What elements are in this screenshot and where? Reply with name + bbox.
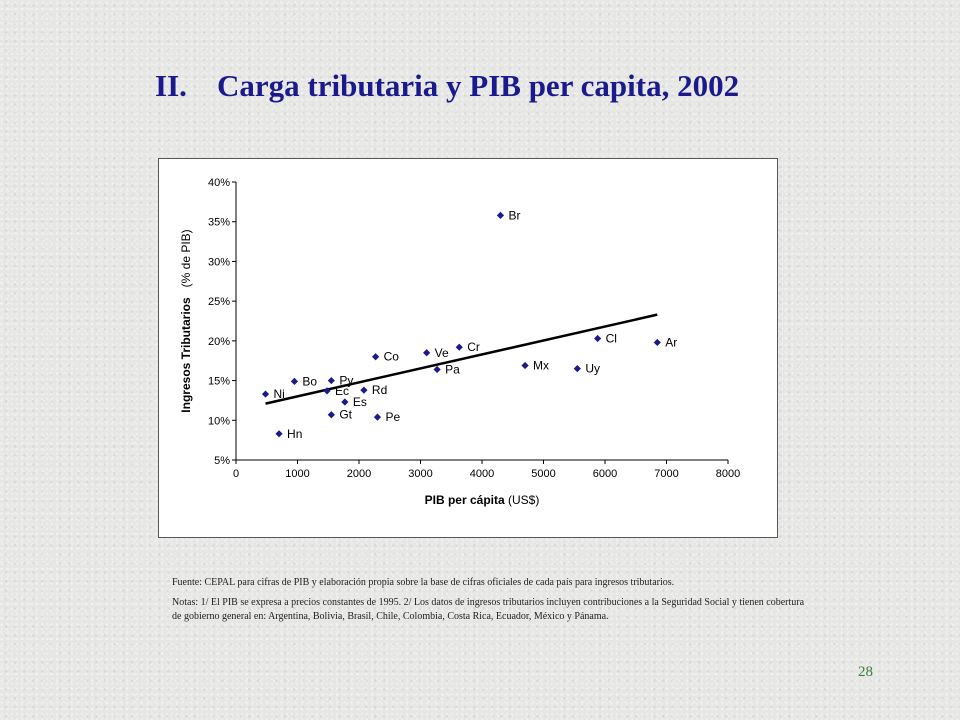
x-tick-label: 2000 xyxy=(347,468,371,480)
data-point xyxy=(433,365,441,374)
data-point xyxy=(372,353,380,361)
data-point-label: Ec xyxy=(335,384,349,398)
notes-block: Fuente: CEPAL para cifras de PIB y elabo… xyxy=(172,576,812,630)
data-point xyxy=(327,376,335,385)
y-tick-label: 5% xyxy=(214,455,230,467)
y-tick-label: 35% xyxy=(208,217,230,229)
data-point xyxy=(275,430,283,438)
data-point-label: Ar xyxy=(665,335,677,349)
data-point-label: Es xyxy=(353,395,367,409)
data-point-label: Br xyxy=(508,208,520,222)
data-point xyxy=(261,390,270,398)
y-tick-label: 25% xyxy=(208,296,230,308)
y-axis-title: Ingresos Tributarios(% de PIB) xyxy=(179,229,193,412)
data-point-label: Gt xyxy=(339,408,352,422)
slide-title-number: II. xyxy=(155,68,187,103)
slide-title: II. Carga tributaria y PIB per capita, 20… xyxy=(155,68,855,104)
data-point-label: Bo xyxy=(302,374,317,388)
x-tick-label: 0 xyxy=(233,468,239,480)
data-point xyxy=(653,338,661,347)
data-point-label: Py xyxy=(339,374,353,388)
x-tick-label: 7000 xyxy=(654,468,678,480)
scatter-chart: 5% 10% 15% 20% 25% 30% 35% 40% 0 1000 2000 3000 4000… xyxy=(158,158,778,538)
source-note: Fuente: CEPAL para cifras de PIB y elabo… xyxy=(172,577,675,588)
data-point-label: Mx xyxy=(533,358,549,372)
x-tick-label: 4000 xyxy=(470,468,494,480)
x-tick-label: 5000 xyxy=(531,468,555,480)
scatter-chart-canvas: 5% 10% 15% 20% 25% 30% 35% 40% 0 1000 2000 3000 4000… xyxy=(179,177,740,507)
x-tick-label: 8000 xyxy=(716,468,740,480)
x-tick-label: 6000 xyxy=(593,468,617,480)
data-point-label: Hn xyxy=(287,427,302,441)
data-point xyxy=(594,334,602,343)
data-point-label: Cl xyxy=(606,331,617,345)
y-tick-label: 40% xyxy=(208,177,230,189)
data-point xyxy=(455,343,463,351)
data-point xyxy=(573,365,581,373)
data-point xyxy=(373,413,382,421)
data-point-label: Co xyxy=(384,350,400,364)
data-point xyxy=(290,377,299,385)
x-tick-label: 3000 xyxy=(408,468,432,480)
data-point xyxy=(327,411,335,419)
data-point xyxy=(496,211,505,219)
data-point xyxy=(423,349,431,357)
data-point-label: Ni xyxy=(274,387,285,401)
data-point-label: Cr xyxy=(467,340,480,354)
y-tick-label: 20% xyxy=(208,336,230,348)
page-number: 28 xyxy=(858,664,873,680)
y-tick-label: 10% xyxy=(208,415,230,427)
data-point xyxy=(360,386,368,394)
slide-title-text: Carga tributaria y PIB per capita, 2002 xyxy=(217,68,740,103)
data-point-label: Ve xyxy=(435,346,449,360)
data-point-label: Uy xyxy=(585,362,600,376)
data-point xyxy=(521,361,529,370)
x-tick-label: 1000 xyxy=(285,468,309,480)
y-tick-label: 15% xyxy=(208,376,230,388)
remarks-note: Notas: 1/ El PIB se expresa a precios co… xyxy=(172,597,805,622)
data-point xyxy=(341,398,349,406)
trend-line xyxy=(265,313,658,405)
data-point-label: Pe xyxy=(385,410,400,424)
data-point-label: Pa xyxy=(445,362,460,376)
y-tick-label: 30% xyxy=(208,256,230,268)
x-axis-title: PIB per cápita (US$) xyxy=(425,493,540,507)
data-point-label: Rd xyxy=(372,383,387,397)
